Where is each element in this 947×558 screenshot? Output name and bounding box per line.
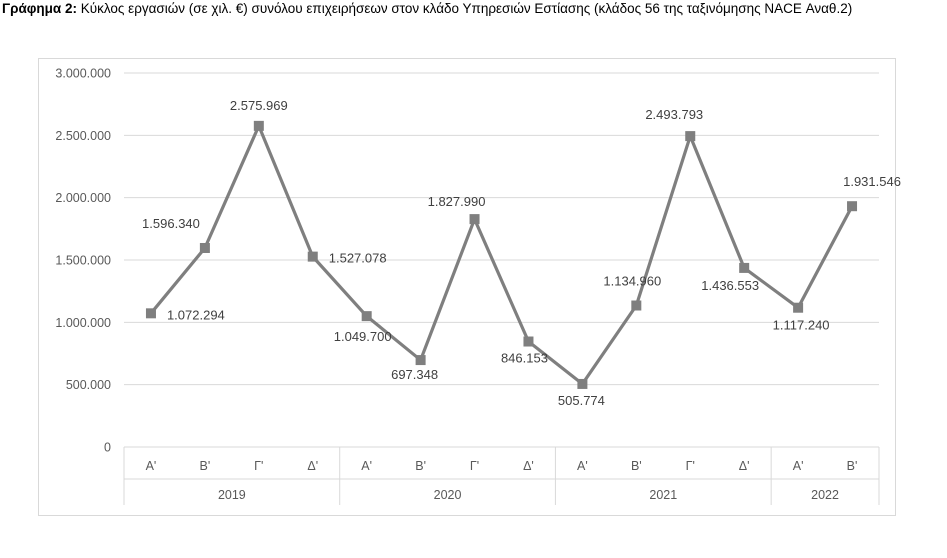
x-tick-label: Γ' <box>686 459 695 473</box>
data-label: 846.153 <box>501 351 548 366</box>
data-point <box>145 308 156 319</box>
x-tick-label: Β' <box>200 459 211 473</box>
data-point <box>631 300 642 311</box>
caption-label: Γράφημα 2: <box>2 1 77 16</box>
x-tick-label: Β' <box>847 459 858 473</box>
data-point <box>415 355 426 366</box>
x-tick-label: Β' <box>415 459 426 473</box>
x-tick-label: Α' <box>577 459 588 473</box>
x-tick-label: Α' <box>146 459 157 473</box>
x-tick-label: Δ' <box>523 459 534 473</box>
data-label: 1.072.294 <box>167 307 225 322</box>
data-point <box>685 131 696 142</box>
data-point <box>523 336 534 347</box>
y-tick-label: 2.000.000 <box>55 191 111 205</box>
data-label: 1.134.960 <box>603 274 661 289</box>
x-tick-label: Α' <box>361 459 372 473</box>
data-point <box>199 242 210 253</box>
data-label: 1.436.553 <box>701 278 759 293</box>
data-label: 1.117.240 <box>773 318 830 333</box>
y-tick-label: 3.000.000 <box>55 67 111 81</box>
chart-caption: Γράφημα 2: Κύκλος εργασιών (σε χιλ. €) σ… <box>2 0 945 17</box>
data-label: 1.596.340 <box>142 216 200 231</box>
data-label: 697.348 <box>391 367 438 382</box>
data-label: 1.931.546 <box>843 174 901 189</box>
x-tick-label: Γ' <box>470 459 479 473</box>
y-tick-label: 1.500.000 <box>55 254 111 268</box>
year-label: 2022 <box>811 488 839 502</box>
data-point <box>469 214 480 225</box>
data-label: 2.493.793 <box>645 107 703 122</box>
data-label: 1.827.990 <box>428 194 486 209</box>
year-label: 2021 <box>649 488 677 502</box>
x-tick-label: Β' <box>631 459 642 473</box>
year-label: 2019 <box>218 488 246 502</box>
y-tick-label: 1.000.000 <box>55 316 111 330</box>
y-tick-label: 0 <box>104 441 111 455</box>
series-line <box>149 124 854 386</box>
data-point <box>361 311 372 322</box>
data-point <box>739 262 750 273</box>
y-tick-label: 500.000 <box>66 378 111 392</box>
year-label: 2020 <box>434 488 462 502</box>
data-point <box>793 302 804 313</box>
x-tick-label: Α' <box>793 459 804 473</box>
data-label: 1.527.078 <box>329 251 387 266</box>
chart-frame <box>38 58 896 516</box>
x-tick-label: Δ' <box>739 459 750 473</box>
data-point <box>847 201 858 212</box>
data-label: 505.774 <box>558 393 605 408</box>
data-label: 2.575.969 <box>230 98 288 113</box>
x-tick-label: Γ' <box>254 459 263 473</box>
data-point <box>253 120 264 131</box>
data-label: 1.049.700 <box>334 329 392 344</box>
caption-text: Κύκλος εργασιών (σε χιλ. €) συνόλου επιχ… <box>76 1 853 16</box>
data-point <box>577 378 588 389</box>
x-tick-label: Δ' <box>307 459 318 473</box>
y-tick-label: 2.500.000 <box>55 129 111 143</box>
data-point <box>307 251 318 262</box>
